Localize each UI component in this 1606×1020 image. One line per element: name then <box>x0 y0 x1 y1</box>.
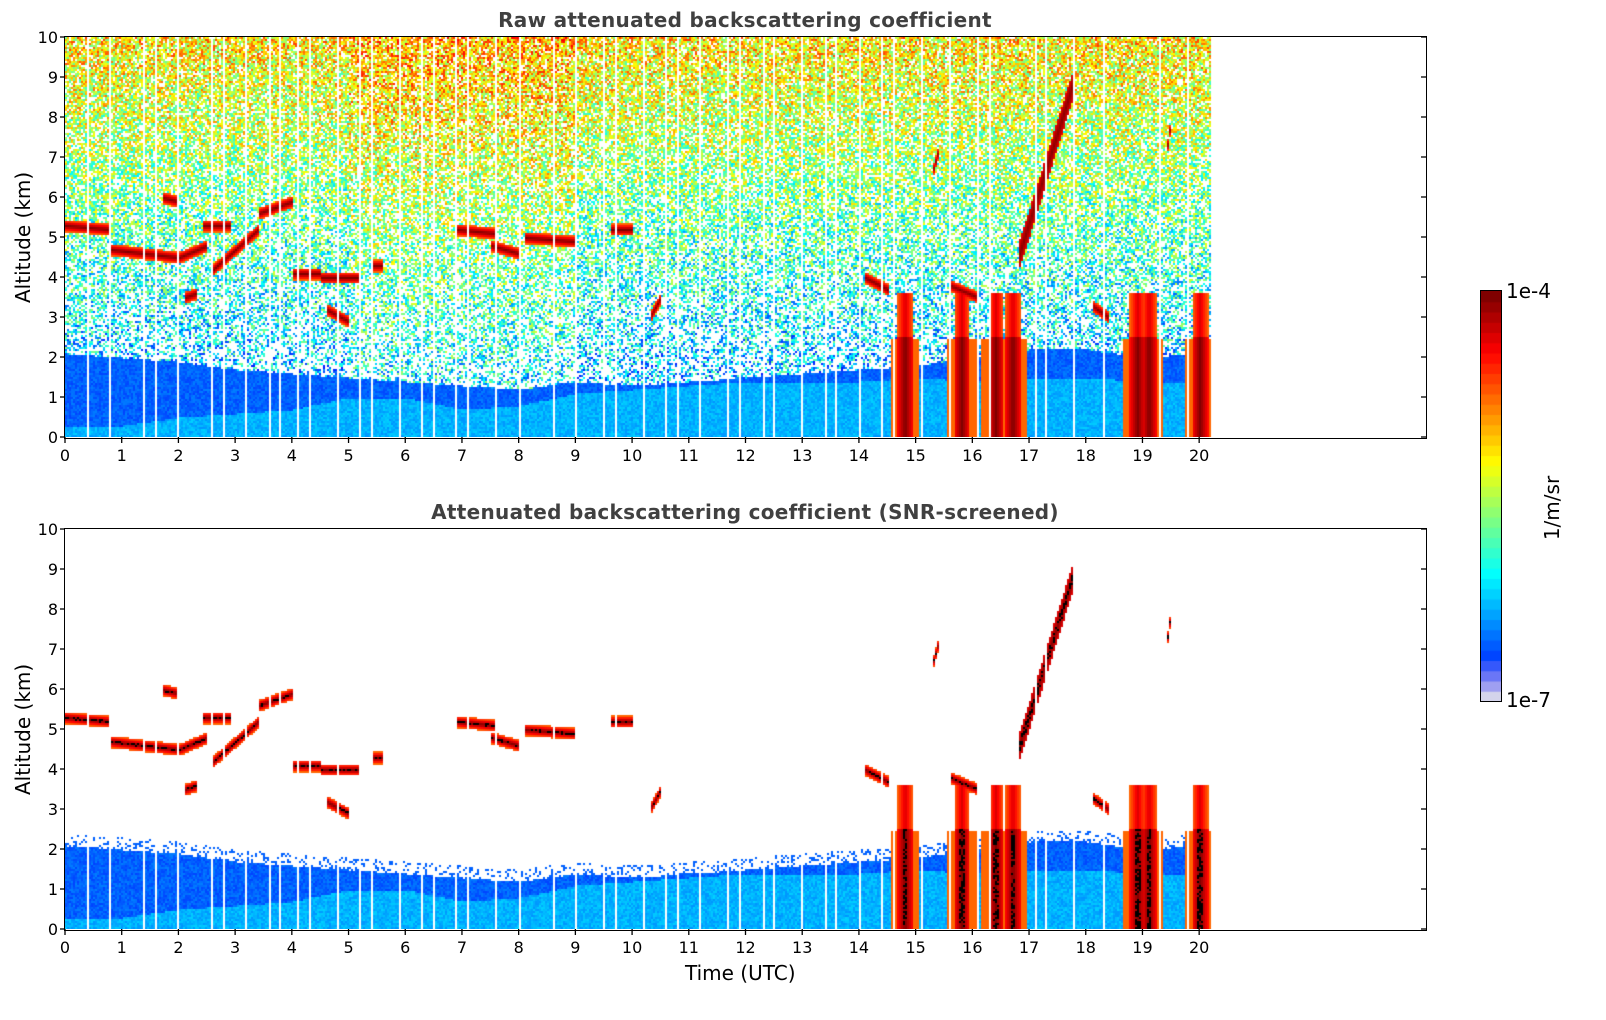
x-tick-label: 15 <box>905 446 925 465</box>
y-tick-label: 10 <box>38 520 58 539</box>
x-tick-label: 3 <box>230 938 240 957</box>
x-tick-label: 18 <box>1076 938 1096 957</box>
x-tick-label: 8 <box>514 938 524 957</box>
colorbar <box>1480 290 1502 702</box>
y-tick-label: 3 <box>48 308 58 327</box>
x-tick-label: 5 <box>343 446 353 465</box>
y-tick-label: 0 <box>48 920 58 939</box>
heatmap-snr <box>65 529 1426 929</box>
x-tick-label: 4 <box>287 446 297 465</box>
chart-title-raw: Raw attenuated backscattering coefficien… <box>498 8 992 32</box>
y-tick-label: 4 <box>48 760 58 779</box>
colorbar-max-label: 1e-4 <box>1506 279 1551 303</box>
x-tick-label: 1 <box>117 938 127 957</box>
x-tick-label: 5 <box>343 938 353 957</box>
x-tick-label: 13 <box>792 938 812 957</box>
x-tick-label: 12 <box>735 938 755 957</box>
x-tick-label: 1 <box>117 446 127 465</box>
axes-raw: 0 1 2 3 4 5 6 7 8 9 10 11 12 13 14 15 16 17 18 19 2001234567… <box>38 28 1426 465</box>
x-tick-label: 6 <box>400 938 410 957</box>
colorbar-unit-label: 1/m/sr <box>1540 475 1565 541</box>
x-tick-label: 7 <box>457 938 467 957</box>
axes-snr: 0 1 2 3 4 5 6 7 8 9 10 11 12 13 14 15 16 17 18 19 2001234567… <box>38 520 1426 957</box>
x-tick-label: 17 <box>1019 446 1039 465</box>
x-tick-label: 7 <box>457 446 467 465</box>
x-tick-label: 3 <box>230 446 240 465</box>
colorbar-min-label: 1e-7 <box>1506 688 1551 712</box>
x-tick-label: 17 <box>1019 938 1039 957</box>
x-tick-label: 14 <box>849 938 869 957</box>
y-tick-label: 10 <box>38 28 58 47</box>
y-tick-label: 7 <box>48 640 58 659</box>
x-tick-label: 2 <box>173 938 183 957</box>
y-tick-label: 7 <box>48 148 58 167</box>
panel-snr: Attenuated backscattering coefficient (S… <box>11 500 1427 985</box>
y-tick-label: 2 <box>48 840 58 859</box>
chart-title-snr: Attenuated backscattering coefficient (S… <box>431 500 1059 524</box>
y-tick-label: 9 <box>48 560 58 579</box>
x-tick-label: 4 <box>287 938 297 957</box>
x-tick-label: 8 <box>514 446 524 465</box>
x-tick-label: 19 <box>1132 446 1152 465</box>
x-tick-label: 20 <box>1189 938 1209 957</box>
y-tick-label: 8 <box>48 600 58 619</box>
x-tick-label: 16 <box>962 446 982 465</box>
x-axis-label: Time (UTC) <box>685 961 796 985</box>
x-tick-label: 11 <box>679 938 699 957</box>
heatmap-raw <box>65 37 1426 437</box>
x-tick-label: 10 <box>622 446 642 465</box>
x-tick-label: 12 <box>735 446 755 465</box>
x-tick-label: 16 <box>962 938 982 957</box>
panel-raw: Raw attenuated backscattering coefficien… <box>0 0 1470 470</box>
y-tick-label: 3 <box>48 800 58 819</box>
x-tick-label: 0 <box>60 446 70 465</box>
y-tick-label: 9 <box>48 68 58 87</box>
y-tick-label: 4 <box>48 268 58 287</box>
x-tick-label: 15 <box>905 938 925 957</box>
x-tick-label: 14 <box>849 446 869 465</box>
x-tick-label: 13 <box>792 446 812 465</box>
y-tick-label: 1 <box>48 388 58 407</box>
y-tick-label: 5 <box>48 228 58 247</box>
x-tick-label: 0 <box>60 938 70 957</box>
x-tick-label: 18 <box>1076 446 1096 465</box>
y-tick-label: 8 <box>48 108 58 127</box>
y-tick-label: 5 <box>48 720 58 739</box>
y-tick-label: 6 <box>48 680 58 699</box>
x-tick-label: 6 <box>400 446 410 465</box>
x-tick-label: 10 <box>622 938 642 957</box>
x-tick-label: 11 <box>679 446 699 465</box>
y-tick-label: 6 <box>48 188 58 207</box>
y-tick-label: 0 <box>48 428 58 447</box>
y-tick-label: 2 <box>48 348 58 367</box>
y-tick-label: 1 <box>48 880 58 899</box>
x-tick-label: 9 <box>570 446 580 465</box>
x-tick-label: 20 <box>1189 446 1209 465</box>
x-tick-label: 9 <box>570 938 580 957</box>
x-tick-label: 19 <box>1132 938 1152 957</box>
x-tick-label: 2 <box>173 446 183 465</box>
